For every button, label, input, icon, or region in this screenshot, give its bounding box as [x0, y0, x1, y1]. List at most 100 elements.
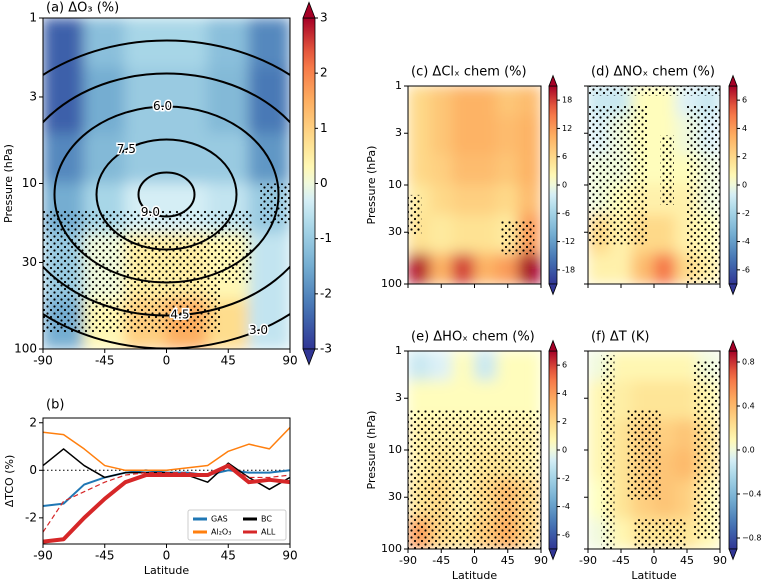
significance-stipple	[408, 410, 541, 549]
significance-stipple	[693, 360, 720, 540]
field-cell	[675, 351, 699, 382]
y-tick-label: 1	[395, 79, 402, 92]
field-cell	[609, 518, 633, 549]
field-cell	[496, 115, 520, 156]
x-tick-label: 90	[534, 554, 548, 567]
colorbar	[728, 85, 738, 285]
field-cell	[588, 253, 611, 284]
significance-stipple	[687, 105, 720, 284]
y-tick-label: 30	[388, 490, 402, 503]
field-cell	[451, 184, 475, 216]
field-cell	[207, 133, 250, 184]
y-tick-label: 100	[14, 342, 37, 356]
series-line	[43, 426, 290, 472]
field-cell	[496, 184, 520, 216]
field-cell	[518, 86, 541, 117]
contour-label: 7.5	[117, 142, 136, 156]
x-tick-label: 0	[163, 354, 171, 368]
contour-line	[43, 72, 290, 317]
x-tick-label: -45	[95, 354, 115, 368]
colorbar-tick-label: 6	[562, 361, 567, 370]
y-axis-label: Pressure (hPa)	[2, 144, 15, 223]
field-cell	[124, 67, 167, 135]
colorbar-tick-label: -4	[742, 237, 750, 246]
significance-stipple	[634, 519, 687, 549]
plot-area	[588, 86, 720, 284]
contour-label: 4.5	[170, 308, 189, 322]
field-cell	[408, 115, 431, 156]
x-tick-label: -90	[33, 354, 53, 368]
field-cell	[429, 253, 453, 284]
y-tick-label: 2	[29, 415, 37, 429]
plot-area	[408, 351, 541, 549]
y-tick-label: 3	[29, 89, 37, 103]
colorbar	[548, 85, 558, 285]
x-tick-label: -90	[33, 549, 53, 563]
contour-line	[53, 105, 280, 284]
x-tick-label: 0	[651, 554, 658, 567]
plot-area	[408, 86, 541, 284]
x-tick-label: -90	[399, 554, 417, 567]
field-cell	[429, 351, 453, 382]
field-cell	[166, 67, 209, 135]
colorbar-extend	[548, 339, 558, 352]
colorbar-tick-label: -18	[562, 265, 575, 274]
colorbar-extend	[548, 283, 558, 296]
field-cell	[518, 184, 541, 216]
legend	[187, 509, 287, 541]
colorbar-tick-label: 12	[562, 124, 572, 133]
x-tick-label: 90	[713, 554, 727, 567]
colorbar-tick-label: -3	[320, 342, 332, 356]
field-cell	[675, 479, 699, 520]
field-cell	[429, 214, 453, 255]
field-cell	[248, 18, 290, 69]
colorbar-tick-label: 0.0	[742, 446, 755, 455]
colorbar-tick-label: -6	[562, 209, 570, 218]
field-cell	[653, 214, 677, 255]
colorbar-tick-label: −0.8	[742, 534, 761, 543]
contour-line	[95, 138, 238, 251]
x-axis-label: Latitude	[144, 564, 190, 577]
field-cell	[474, 351, 498, 382]
colorbar-extend	[728, 548, 738, 561]
y-tick-label: 1	[29, 11, 37, 25]
field-cell	[451, 253, 475, 284]
field-cell	[474, 86, 498, 117]
colorbar-tick-label: -2	[320, 286, 332, 300]
field-cell	[518, 115, 541, 156]
y-tick-label: 100	[381, 277, 402, 290]
colorbar-tick-label: 0	[742, 181, 747, 190]
y-tick-label: 10	[388, 178, 402, 191]
field-cell	[207, 18, 250, 69]
field-cell	[474, 214, 498, 255]
x-axis-label: Latitude	[452, 569, 498, 582]
field-cell	[474, 184, 498, 216]
colorbar-tick-label: 2	[742, 152, 747, 161]
field-cell	[451, 351, 475, 382]
y-axis-label: Pressure (hPa)	[365, 146, 378, 225]
field-cell	[408, 86, 431, 117]
contour-label: 9.0	[141, 205, 160, 219]
colorbar-extend	[728, 74, 738, 87]
field-cell	[207, 67, 250, 135]
colorbar-tick-label: 0.4	[742, 402, 755, 411]
field-cell	[248, 298, 290, 349]
field	[408, 86, 541, 284]
y-tick-label: 0	[29, 463, 37, 477]
x-tick-label: -90	[579, 554, 597, 567]
colorbar-tick-label: −0.4	[742, 490, 761, 499]
field-cell	[675, 449, 699, 481]
significance-stipple	[660, 135, 674, 205]
x-tick-label: -45	[432, 554, 450, 567]
significance-stipple	[627, 410, 661, 500]
colorbar-tick-label: 3	[320, 11, 328, 25]
field-cell	[451, 115, 475, 156]
field-cell	[653, 351, 677, 382]
significance-stipple	[501, 220, 535, 255]
panel-title: (e) ΔHOₓ chem (%)	[411, 330, 535, 345]
field-cell	[408, 253, 431, 284]
legend-label: BC	[261, 515, 272, 524]
colorbar-tick-label: 4	[742, 124, 747, 133]
field-cell	[474, 115, 498, 156]
